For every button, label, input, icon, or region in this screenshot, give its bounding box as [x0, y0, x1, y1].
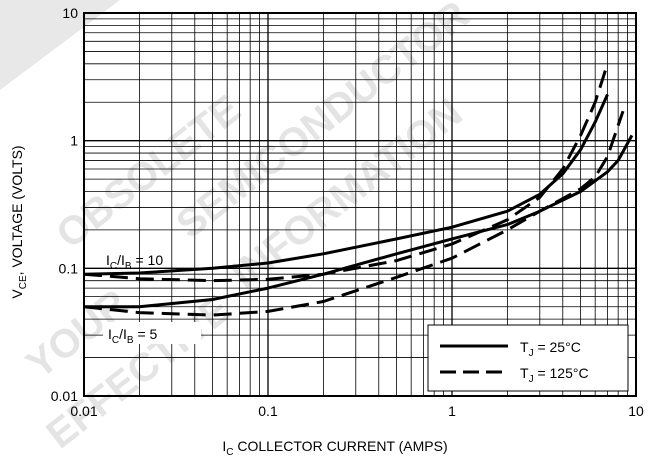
x-tick-label: 0.01: [70, 403, 97, 419]
y-tick-label: 1: [70, 133, 78, 149]
annotation-ratio-10-text: IC/IB = 10: [106, 252, 163, 272]
x-tick-label: 10: [628, 403, 644, 419]
y-axis-label: VCE, VOLTAGE (VOLTS): [9, 145, 29, 298]
x-axis-label: IC COLLECTOR CURRENT (AMPS): [222, 438, 447, 458]
legend: TJ = 25°C TJ = 125°C: [428, 325, 628, 391]
x-tick-labels: 0.01 0.1 1 10: [70, 403, 644, 419]
annotation-ratio-10: IC/IB = 10: [106, 252, 163, 272]
y-tick-label: 10: [62, 5, 78, 21]
annotation-ratio-5: IC/IB = 5: [103, 322, 201, 346]
x-tick-label: 0.1: [258, 403, 278, 419]
y-tick-label: 0.01: [51, 388, 78, 404]
x-tick-label: 1: [448, 403, 456, 419]
y-tick-label: 0.1: [59, 260, 79, 276]
